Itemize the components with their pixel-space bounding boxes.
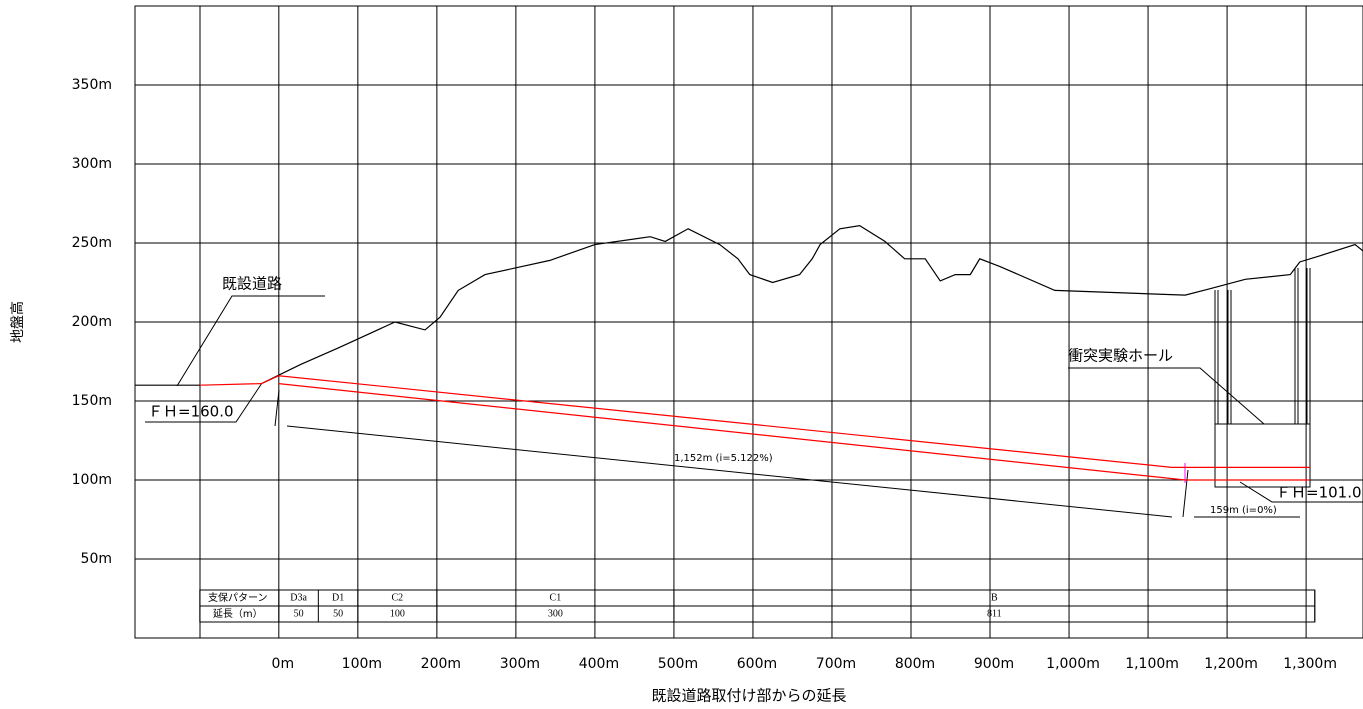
annotation: 衝突実験ホール: [1068, 347, 1173, 365]
x-tick-label: 600m: [737, 656, 777, 672]
x-tick-label: 800m: [895, 656, 935, 672]
profile-line: [261, 224, 1363, 385]
profile-line: [199, 375, 1311, 468]
x-tick-label: 900m: [974, 656, 1014, 672]
x-tick-label: 100m: [342, 656, 382, 672]
x-tick-label: 1,300m: [1283, 656, 1337, 672]
length-label: 811: [987, 608, 1002, 619]
pattern-label: B: [991, 592, 998, 603]
x-tick-label: 0m: [272, 656, 295, 672]
leader: [176, 295, 325, 387]
annotation: 159m (i=0%): [1210, 505, 1277, 516]
x-tick-label: 200m: [421, 656, 461, 672]
pattern-label: C2: [392, 592, 404, 603]
y-tick-label: 250m: [72, 235, 112, 251]
x-axis-label: 既設道路取付け部からの延長: [651, 687, 846, 705]
annotation: ＦＨ=101.0: [1276, 484, 1362, 502]
annotation: ＦＨ=160.0: [148, 403, 234, 421]
annotation: 既設道路: [222, 275, 282, 293]
dimension-line: [1182, 469, 1189, 518]
length-label: 100: [390, 608, 405, 619]
hall: [1214, 423, 1311, 488]
length-label: 300: [548, 608, 563, 619]
row-label: 延長（m）: [213, 608, 263, 620]
pattern-label: C1: [550, 592, 562, 603]
y-tick-label: 100m: [72, 472, 112, 488]
row-label: 支保パターン: [208, 591, 268, 604]
x-tick-label: 1,000m: [1046, 656, 1100, 672]
leader: [145, 382, 263, 423]
dimension-line: [286, 425, 1173, 518]
x-tick-label: 700m: [816, 656, 856, 672]
profile-line: [278, 383, 1311, 481]
y-axis-label: 地盤高: [9, 301, 26, 343]
shafts: [1214, 268, 1311, 424]
x-tick-label: 1,100m: [1125, 656, 1179, 672]
leader: [1068, 367, 1265, 425]
annotation: 1,152m (i=5.122%): [674, 453, 773, 464]
x-tick-label: 500m: [658, 656, 698, 672]
x-tick-label: 300m: [500, 656, 540, 672]
length-label: 50: [333, 608, 343, 619]
y-tick-label: 150m: [72, 393, 112, 409]
y-tick-label: 350m: [72, 77, 112, 93]
y-tick-label: 200m: [72, 314, 112, 330]
y-tick-label: 300m: [72, 156, 112, 172]
pattern-label: D3a: [290, 592, 307, 603]
x-tick-label: 400m: [579, 656, 619, 672]
length-label: 50: [294, 608, 304, 619]
x-tick-label: 1,200m: [1204, 656, 1258, 672]
leader: [1239, 481, 1363, 503]
y-tick-label: 50m: [81, 551, 112, 567]
pattern-label: D1: [332, 592, 344, 603]
